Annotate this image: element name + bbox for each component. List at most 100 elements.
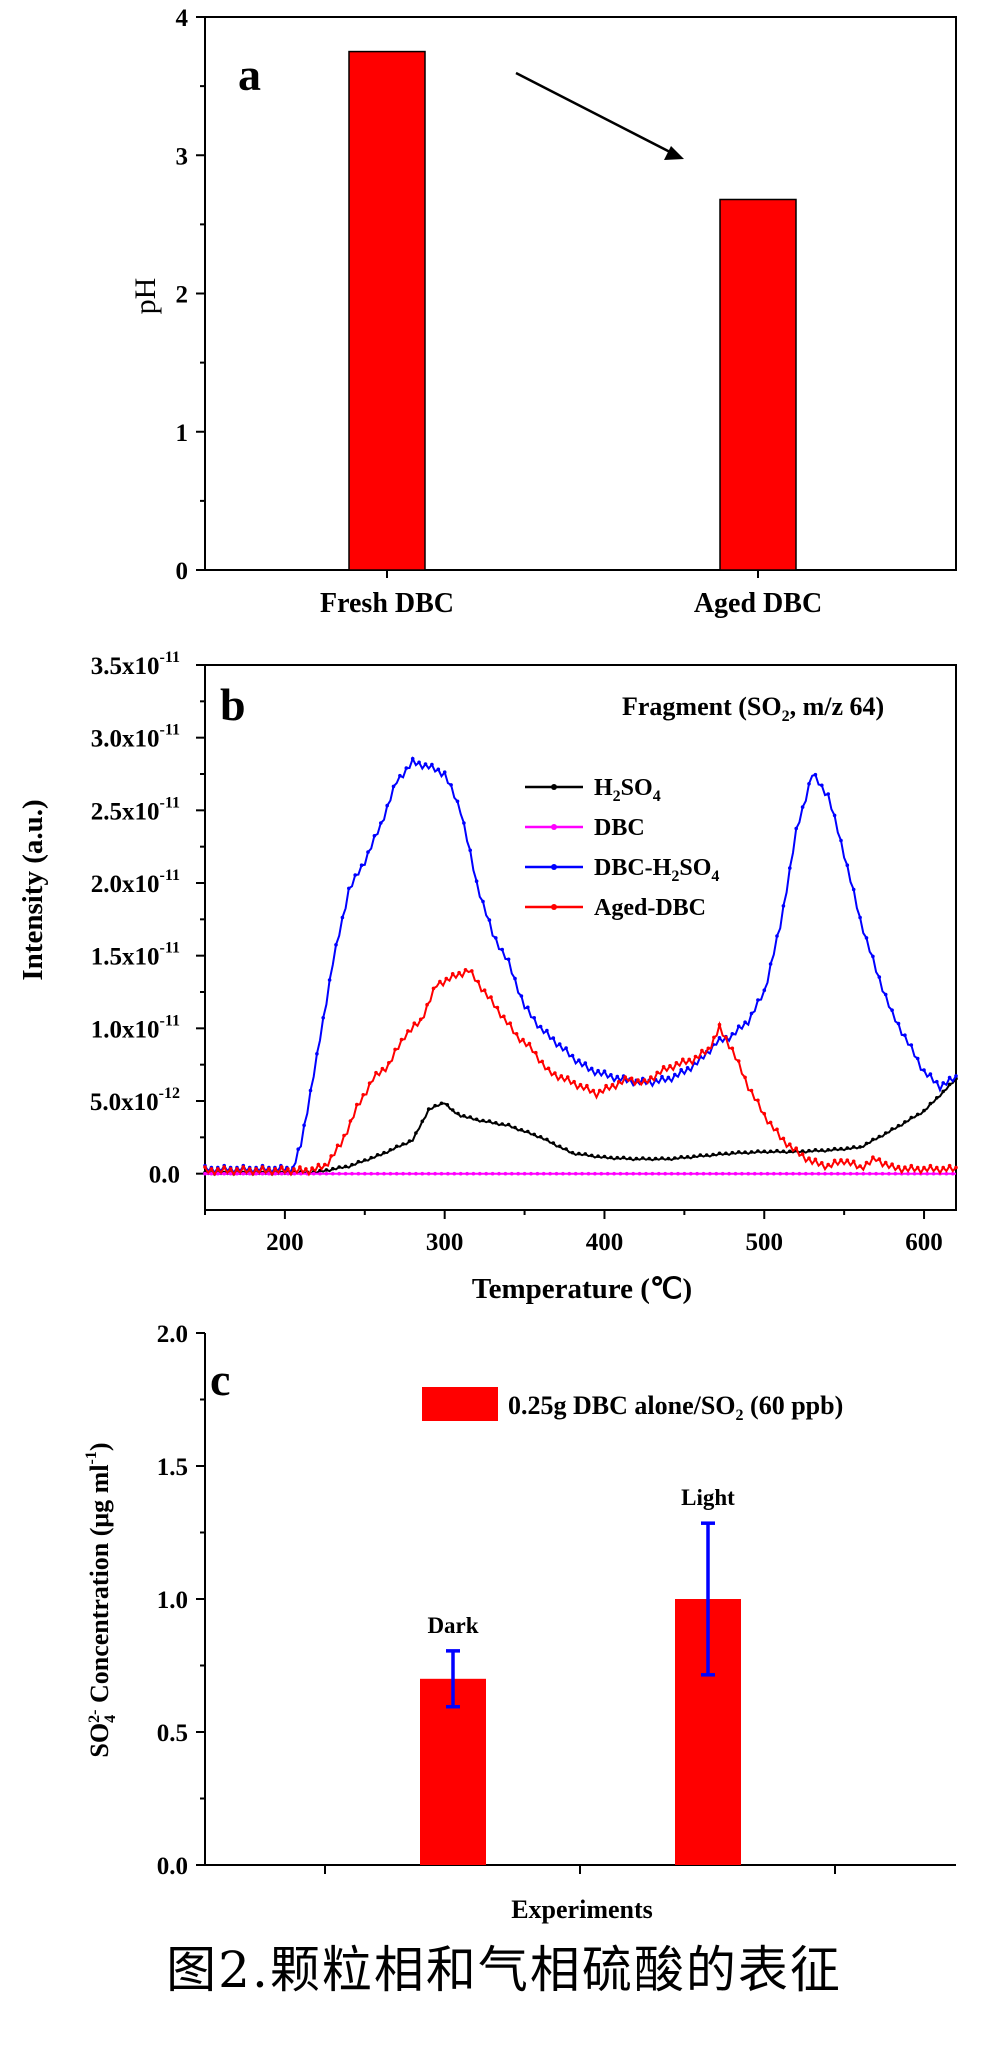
panel-b-point: [519, 1128, 524, 1132]
panel-b-point: [398, 773, 402, 778]
panel-b-series-dbc-h2so4: [203, 756, 958, 1175]
panel-b-point: [615, 1074, 620, 1079]
panel-b-point: [947, 1082, 952, 1087]
panel-a: 0 1 2 3 4 Fresh DBC Aged DBC a pH: [129, 5, 957, 619]
panel-b-point: [663, 1171, 667, 1176]
panel-b-point: [749, 1088, 754, 1093]
panel-b-legend-label: H2SO4: [594, 775, 661, 805]
panel-b-point: [700, 1048, 704, 1053]
panel-b-point: [388, 1148, 393, 1152]
panel-b-point: [724, 1035, 728, 1040]
panel-b-x-tick-label: 600: [905, 1229, 943, 1256]
panel-b-point: [800, 1149, 805, 1153]
panel-c-bar-label: Dark: [427, 1613, 478, 1638]
panel-b-y-tick-label: 2.0x10-11: [91, 867, 180, 898]
panel-b-point: [668, 1064, 672, 1068]
panel-b-point: [673, 1156, 677, 1160]
panel-a-plot-frame: [204, 16, 957, 571]
panel-c-x-axis-label: Experiments: [511, 1895, 653, 1924]
panel-b-point: [689, 1171, 693, 1176]
panel-b-point: [323, 1162, 327, 1167]
panel-b-point: [944, 1171, 949, 1176]
panel-b-point: [928, 1072, 933, 1076]
panel-b-point: [704, 1153, 709, 1157]
panel-b-point: [813, 1148, 818, 1152]
panel-b-point: [247, 1171, 252, 1176]
panel-b-point: [765, 1171, 770, 1176]
panel-b-point: [591, 1088, 596, 1093]
panel-b-point: [756, 1149, 760, 1153]
panel-b-point: [426, 1171, 431, 1176]
panel-b-point: [494, 1121, 498, 1125]
panel-b-point: [548, 1171, 552, 1176]
panel-b-point: [394, 1171, 399, 1176]
panel-b-point: [399, 1037, 404, 1042]
panel-b-point: [890, 1162, 894, 1166]
panel-b-point: [720, 1171, 725, 1176]
panel-b-point: [382, 1150, 386, 1155]
panel-b-point: [393, 1047, 397, 1052]
panel-b-point: [925, 1171, 929, 1176]
panel-b-point: [784, 1171, 789, 1176]
panel-b-point: [452, 1171, 457, 1176]
panel-b-point: [561, 1171, 565, 1176]
panel-b-point: [655, 1070, 659, 1075]
panel-b-point: [804, 1171, 808, 1176]
panel-b-point: [578, 1082, 583, 1087]
panel-b-point: [612, 1171, 616, 1176]
panel-b-point: [660, 1156, 664, 1160]
panel-b-point: [609, 1073, 613, 1077]
panel-b-point: [589, 1153, 594, 1158]
panel-b-point: [621, 1155, 626, 1160]
panel-b-point: [874, 1171, 878, 1176]
panel-b-point: [527, 1041, 532, 1046]
panel-b-point: [832, 813, 837, 818]
panel-b-point: [935, 1165, 939, 1170]
panel-b-y-tick-label: 3.0x10-11: [91, 722, 180, 753]
panel-b-legend-item: DBC-H2SO4: [525, 855, 719, 885]
panel-b-point: [567, 1171, 572, 1176]
panel-b-plot-frame: [204, 664, 957, 1211]
panel-b-point: [629, 1076, 634, 1081]
panel-b-point: [439, 1171, 444, 1176]
panel-b-point: [951, 1171, 955, 1176]
panel-b-point: [327, 978, 332, 982]
panel-b-point: [462, 1114, 466, 1118]
panel-b-point: [329, 1154, 334, 1158]
panel-b-point: [858, 1145, 862, 1149]
panel-b-point: [279, 1171, 284, 1176]
panel-b-point: [529, 1171, 533, 1176]
panel-b-point: [954, 1165, 958, 1170]
panel-b-point: [794, 826, 798, 831]
panel-b-point: [487, 918, 492, 922]
panel-b-legend-label: DBC: [594, 815, 645, 841]
panel-b-point: [489, 995, 493, 999]
panel-b-point: [717, 1151, 722, 1156]
panel-b-point: [864, 1160, 869, 1165]
panel-b-point: [864, 1141, 869, 1146]
panel-c-y-ticks: 0.0 0.5 1.0 1.5 2.0: [157, 1321, 836, 1880]
panel-b-point: [478, 1171, 482, 1176]
panel-b-point: [836, 1171, 840, 1176]
panel-b-point: [636, 1078, 640, 1082]
panel-b-point: [347, 886, 351, 891]
panel-b-point: [867, 1171, 872, 1176]
panel-b-point: [743, 1150, 747, 1154]
panel-a-y-tick-label: 1: [176, 420, 189, 447]
panel-b-point: [915, 1056, 920, 1061]
panel-b-point: [457, 970, 461, 975]
panel-b-point: [810, 1171, 814, 1176]
panel-b-point: [559, 1074, 564, 1078]
panel-b-point: [235, 1171, 239, 1176]
panel-a-x-tick-label: Aged DBC: [694, 588, 822, 619]
panel-b-point: [433, 1103, 437, 1108]
panel-b-point: [545, 1137, 549, 1142]
panel-b-point: [807, 782, 811, 786]
panel-b-point: [820, 1148, 824, 1152]
panel-b-point: [433, 1171, 437, 1176]
panel-b-point: [495, 1005, 500, 1010]
panel-b-point: [401, 1142, 405, 1146]
panel-b-point: [653, 1156, 658, 1161]
panel-b-legend-marker: [551, 784, 557, 790]
panel-b-point: [864, 936, 869, 940]
